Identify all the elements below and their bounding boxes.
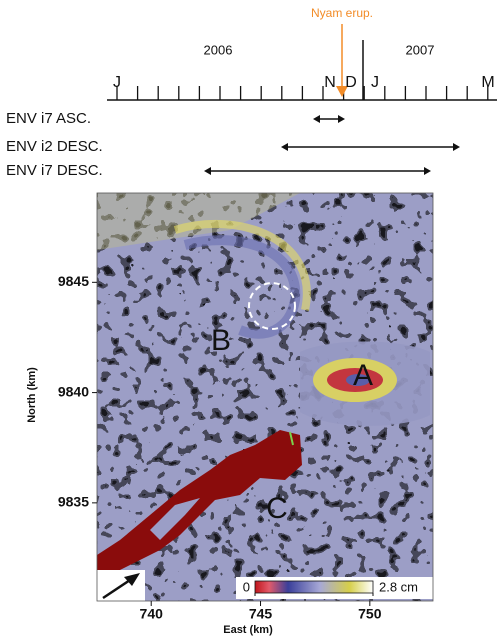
time-ticks <box>116 86 489 100</box>
colorbar-label: 0 <box>243 579 250 594</box>
x-tick-label: 740 <box>140 606 164 622</box>
track-label: ENV i7 ASC. <box>6 110 91 127</box>
fringe <box>173 219 311 311</box>
fissure <box>289 431 294 446</box>
lava-flow <box>97 430 302 575</box>
year-label: 2006 <box>204 42 233 57</box>
month-label: M <box>481 74 494 91</box>
colorbar <box>254 580 374 594</box>
track-arrow <box>204 167 211 175</box>
x-axis-label: East (km) <box>223 624 273 636</box>
crater-a-center <box>346 374 370 386</box>
x-tick-label: 750 <box>358 606 382 622</box>
vent-circle <box>248 282 296 330</box>
map-frame <box>96 192 434 602</box>
track-arrow <box>281 143 288 151</box>
y-tick-label: 9845 <box>58 273 89 289</box>
event-label: Nyam erup. <box>311 6 373 20</box>
track-arrow <box>453 143 460 151</box>
track-label: ENV i7 DESC. <box>6 162 103 179</box>
track-arrow <box>338 115 345 123</box>
look-arrow-head <box>124 573 140 586</box>
month-label: J <box>113 74 121 91</box>
track-arrow <box>424 167 431 175</box>
month-label: N <box>324 74 336 91</box>
y-tick-label: 9835 <box>58 494 89 510</box>
month-label: J <box>371 74 379 91</box>
y-axis-label: North (km) <box>26 367 38 423</box>
region-label: C <box>266 492 288 525</box>
insar-map <box>97 193 433 601</box>
month-label: D <box>345 74 357 91</box>
region-label: B <box>211 324 231 357</box>
region-label: A <box>353 359 373 392</box>
lava-gap <box>150 498 200 540</box>
x-tick-label: 745 <box>249 606 273 622</box>
colorbar-label: 2.8 cm <box>379 579 418 594</box>
track-arrow <box>313 115 320 123</box>
year-label: 2007 <box>406 42 435 57</box>
y-tick-label: 9840 <box>58 383 89 399</box>
track-label: ENV i2 DESC. <box>6 138 103 155</box>
eruption-arrow <box>336 86 348 97</box>
fringe <box>183 235 301 339</box>
